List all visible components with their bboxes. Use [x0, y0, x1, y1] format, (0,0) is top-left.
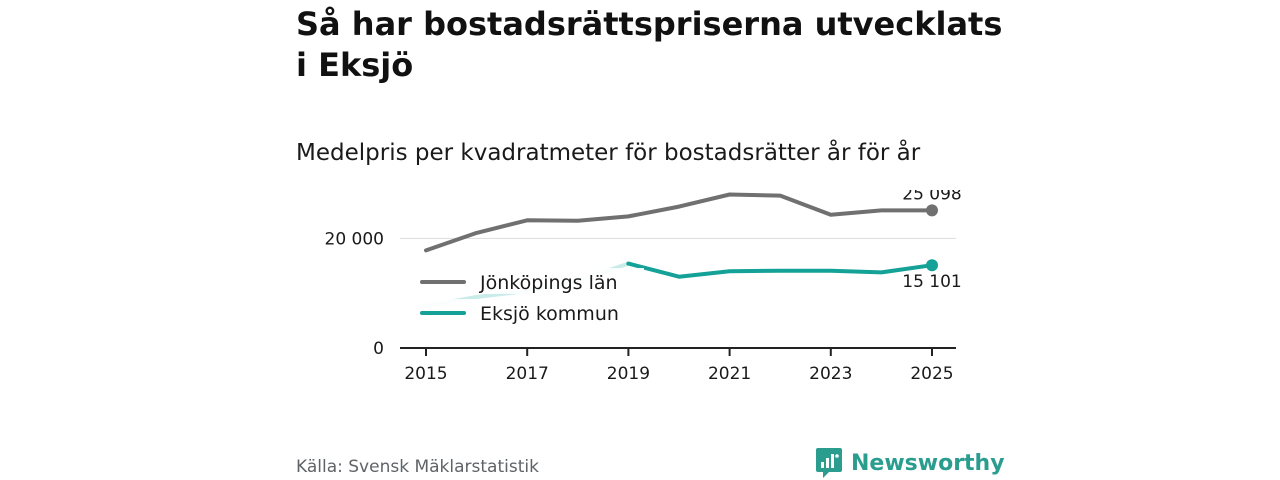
legend-label-lan: Jönköpings län [479, 272, 618, 294]
end-label-lan: 25 098 [902, 190, 961, 204]
x-tick-label: 2025 [910, 364, 953, 384]
chart-subtitle: Medelpris per kvadratmeter för bostadsrä… [296, 140, 921, 166]
axes: 0 20 000 2015 2017 2019 2021 2023 2025 [325, 229, 956, 384]
chart-title: Så har bostadsrättspriserna utvecklats i… [296, 5, 1003, 84]
newsworthy-logo-icon [816, 448, 842, 478]
end-label-kommun: 15 101 [902, 272, 961, 292]
series-line-kommun [626, 261, 934, 279]
legend: Jönköpings län Eksjö kommun [420, 268, 644, 325]
source-note: Källa: Svensk Mäklarstatistik [296, 457, 539, 477]
line-chart: 0 20 000 2015 2017 2019 2021 2023 2025 Jönköpin… [325, 190, 962, 384]
x-tick-label: 2021 [708, 364, 751, 384]
x-tick-label: 2015 [404, 364, 447, 384]
end-point-lan [926, 204, 938, 217]
y-tick-label: 0 [373, 339, 384, 359]
y-tick-label: 20 000 [325, 229, 384, 249]
brand-logo: Newsworthy [815, 446, 1005, 480]
data-labels: 25 098 15 101 [902, 190, 961, 292]
x-tick-label: 2023 [809, 364, 852, 384]
legend-label-kommun: Eksjö kommun [480, 303, 619, 325]
x-tick-label: 2019 [607, 364, 650, 384]
brand-name: Newsworthy [851, 450, 1005, 476]
end-point-kommun [926, 259, 938, 272]
x-tick-label: 2017 [506, 364, 549, 384]
series-line-lan [424, 192, 934, 253]
